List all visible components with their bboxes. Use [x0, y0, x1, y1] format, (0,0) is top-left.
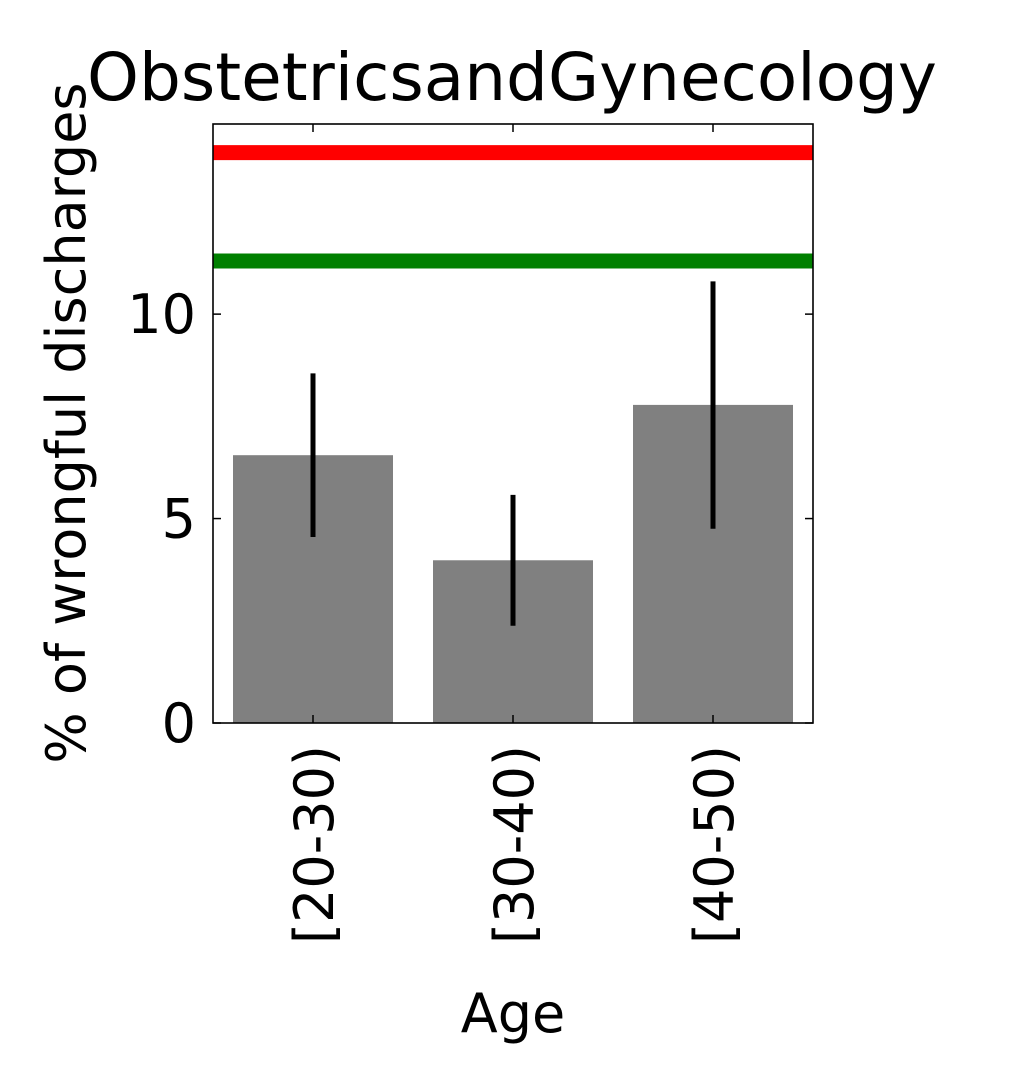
chart-title: ObstetricsandGynecology — [87, 39, 937, 116]
y-axis-label: % of wrongful discharges — [35, 82, 98, 763]
ticks-layer: [20-30) [30-40) [40-50) 0 5 10 — [127, 124, 813, 944]
reference-lines-layer — [213, 145, 813, 269]
x-tick-label: [30-40) — [483, 745, 546, 944]
x-tick-label: [40-50) — [683, 745, 746, 944]
x-axis-label: Age — [461, 982, 565, 1045]
error-bars-layer — [310, 281, 716, 626]
x-tick-label: [20-30) — [283, 745, 346, 944]
y-tick-label: 10 — [127, 283, 196, 346]
y-tick-label: 0 — [162, 692, 196, 755]
y-tick-label: 5 — [162, 488, 196, 551]
